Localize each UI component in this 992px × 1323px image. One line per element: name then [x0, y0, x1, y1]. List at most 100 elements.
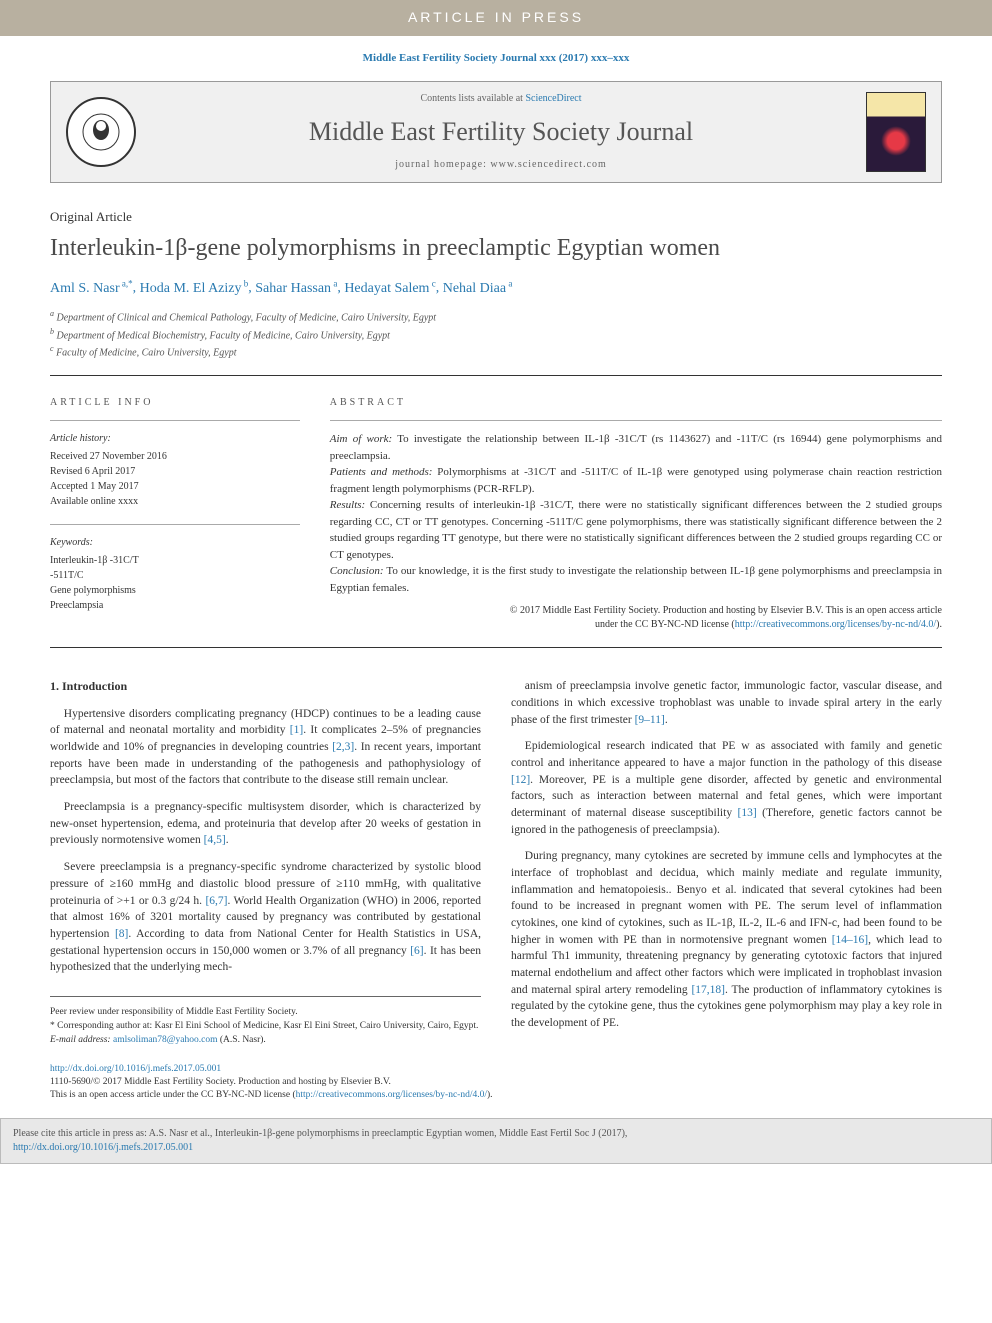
affiliation: b Department of Medical Biochemistry, Fa…	[50, 326, 942, 343]
body-columns: 1. Introduction Hypertensive disorders c…	[50, 678, 942, 1047]
journal-homepage: journal homepage: www.sciencedirect.com	[151, 158, 851, 172]
article-history: Article history: Received 27 November 20…	[50, 431, 300, 509]
keyword: Preeclampsia	[50, 598, 300, 613]
article-in-press-banner: ARTICLE IN PRESS	[0, 0, 992, 36]
citation-ref[interactable]: [8]	[115, 928, 128, 940]
body-paragraph: anism of preeclampsia involve genetic fa…	[511, 678, 942, 728]
history-line: Received 27 November 2016	[50, 449, 300, 464]
author: Hedayat Salem c	[344, 281, 435, 296]
citation-ref[interactable]: [9–11]	[635, 714, 665, 726]
affiliation: c Faculty of Medicine, Cairo University,…	[50, 343, 942, 360]
cite-text: Please cite this article in press as: A.…	[13, 1128, 627, 1139]
citation-ref[interactable]: [6]	[410, 945, 423, 957]
body-paragraph: Severe preeclampsia is a pregnancy-speci…	[50, 859, 481, 976]
peer-review-note: Peer review under responsibility of Midd…	[50, 1005, 481, 1019]
author-list: Aml S. Nasr a,*, Hoda M. El Azizy b, Sah…	[50, 277, 942, 298]
body-column-right: anism of preeclampsia involve genetic fa…	[511, 678, 942, 1047]
citation-ref[interactable]: [14–16]	[832, 934, 868, 946]
divider	[330, 420, 942, 421]
abstract-section-text: To investigate the relationship between …	[330, 433, 942, 462]
keyword: -511T/C	[50, 568, 300, 583]
author-sup: b	[242, 278, 249, 288]
abstract-section-text: To our knowledge, it is the first study …	[330, 565, 942, 594]
history-label: Article history:	[50, 431, 300, 446]
author-sup: a	[331, 278, 337, 288]
keyword: Gene polymorphisms	[50, 583, 300, 598]
doi-block: http://dx.doi.org/10.1016/j.mefs.2017.05…	[50, 1063, 942, 1103]
affiliations: a Department of Clinical and Chemical Pa…	[50, 308, 942, 360]
citation-ref[interactable]: [2,3]	[332, 741, 354, 753]
doi-license-prefix: This is an open access article under the…	[50, 1090, 296, 1100]
society-logo-icon	[66, 97, 136, 167]
citation-ref[interactable]: [17,18]	[691, 984, 725, 996]
abstract-text: Aim of work: To investigate the relation…	[330, 431, 942, 596]
article-info-column: ARTICLE INFO Article history: Received 2…	[50, 396, 300, 632]
footnotes: Peer review under responsibility of Midd…	[50, 996, 481, 1048]
doi-license-suffix: ).	[487, 1090, 493, 1100]
author: Nehal Diaa a	[443, 281, 513, 296]
divider	[50, 524, 300, 525]
email-suffix: (A.S. Nasr).	[218, 1035, 266, 1045]
header-center: Contents lists available at ScienceDirec…	[151, 92, 851, 172]
author: Hoda M. El Azizy b	[140, 281, 249, 296]
history-line: Accepted 1 May 2017	[50, 479, 300, 494]
author-sup: c	[429, 278, 435, 288]
article-info-heading: ARTICLE INFO	[50, 396, 300, 410]
corresponding-author: * Corresponding author at: Kasr El Eini …	[50, 1019, 481, 1033]
divider	[50, 647, 942, 648]
citation-ref[interactable]: [13]	[738, 807, 757, 819]
body-column-left: 1. Introduction Hypertensive disorders c…	[50, 678, 481, 1047]
copyright-line3: ).	[936, 619, 942, 630]
copyright-line2: under the CC BY-NC-ND license (	[595, 619, 735, 630]
journal-cover-icon	[866, 92, 926, 172]
abstract-section-label: Conclusion:	[330, 565, 384, 577]
abstract-section-label: Results:	[330, 499, 365, 511]
cite-doi-link[interactable]: http://dx.doi.org/10.1016/j.mefs.2017.05…	[13, 1142, 193, 1153]
abstract-heading: ABSTRACT	[330, 396, 942, 410]
section-heading-intro: 1. Introduction	[50, 678, 481, 695]
citation-ref[interactable]: [12]	[511, 774, 530, 786]
body-paragraph: Hypertensive disorders complicating preg…	[50, 706, 481, 789]
keywords-block: Keywords: Interleukin-1β -31C/T-511T/CGe…	[50, 535, 300, 613]
abstract-column: ABSTRACT Aim of work: To investigate the…	[330, 396, 942, 632]
journal-reference: Middle East Fertility Society Journal xx…	[50, 51, 942, 66]
citation-ref[interactable]: [6,7]	[205, 895, 227, 907]
author-email-link[interactable]: amlsoliman78@yahoo.com	[113, 1035, 218, 1045]
abstract-section-label: Aim of work:	[330, 433, 392, 445]
body-paragraph: Preeclampsia is a pregnancy-specific mul…	[50, 799, 481, 849]
affiliation: a Department of Clinical and Chemical Pa…	[50, 308, 942, 325]
contents-prefix: Contents lists available at	[420, 93, 525, 104]
body-paragraph: During pregnancy, many cytokines are sec…	[511, 848, 942, 1031]
citation-box: Please cite this article in press as: A.…	[0, 1118, 992, 1164]
article-type: Original Article	[50, 208, 942, 226]
doi-link[interactable]: http://dx.doi.org/10.1016/j.mefs.2017.05…	[50, 1064, 221, 1074]
corr-label: * Corresponding author at:	[50, 1021, 154, 1031]
abstract-section-text: Concerning results of interleukin-1β -31…	[330, 499, 942, 561]
sciencedirect-link[interactable]: ScienceDirect	[525, 93, 581, 104]
journal-name: Middle East Fertility Society Journal	[151, 114, 851, 150]
author: Sahar Hassan a	[255, 281, 337, 296]
divider	[50, 375, 942, 376]
journal-header: Contents lists available at ScienceDirec…	[50, 81, 942, 183]
article-title: Interleukin-1β-gene polymorphisms in pre…	[50, 232, 942, 266]
page: ARTICLE IN PRESS Middle East Fertility S…	[0, 0, 992, 1164]
divider	[50, 420, 300, 421]
history-line: Revised 6 April 2017	[50, 464, 300, 479]
email-label: E-mail address:	[50, 1035, 113, 1045]
author-sup: a	[506, 278, 512, 288]
info-abstract-row: ARTICLE INFO Article history: Received 2…	[50, 396, 942, 632]
email-line: E-mail address: amlsoliman78@yahoo.com (…	[50, 1033, 481, 1047]
contents-available: Contents lists available at ScienceDirec…	[151, 92, 851, 106]
keyword: Interleukin-1β -31C/T	[50, 553, 300, 568]
citation-ref[interactable]: [1]	[290, 724, 303, 736]
doi-license-link[interactable]: http://creativecommons.org/licenses/by-n…	[296, 1090, 487, 1100]
abstract-copyright: © 2017 Middle East Fertility Society. Pr…	[330, 604, 942, 632]
license-link[interactable]: http://creativecommons.org/licenses/by-n…	[735, 619, 936, 630]
abstract-section-label: Patients and methods:	[330, 466, 433, 478]
citation-ref[interactable]: [4,5]	[204, 834, 226, 846]
author: Aml S. Nasr a,*	[50, 281, 133, 296]
doi-copyright: 1110-5690/© 2017 Middle East Fertility S…	[50, 1077, 391, 1087]
history-line: Available online xxxx	[50, 494, 300, 509]
copyright-line1: © 2017 Middle East Fertility Society. Pr…	[510, 605, 942, 616]
corr-text: Kasr El Eini School of Medicine, Kasr El…	[154, 1021, 478, 1031]
